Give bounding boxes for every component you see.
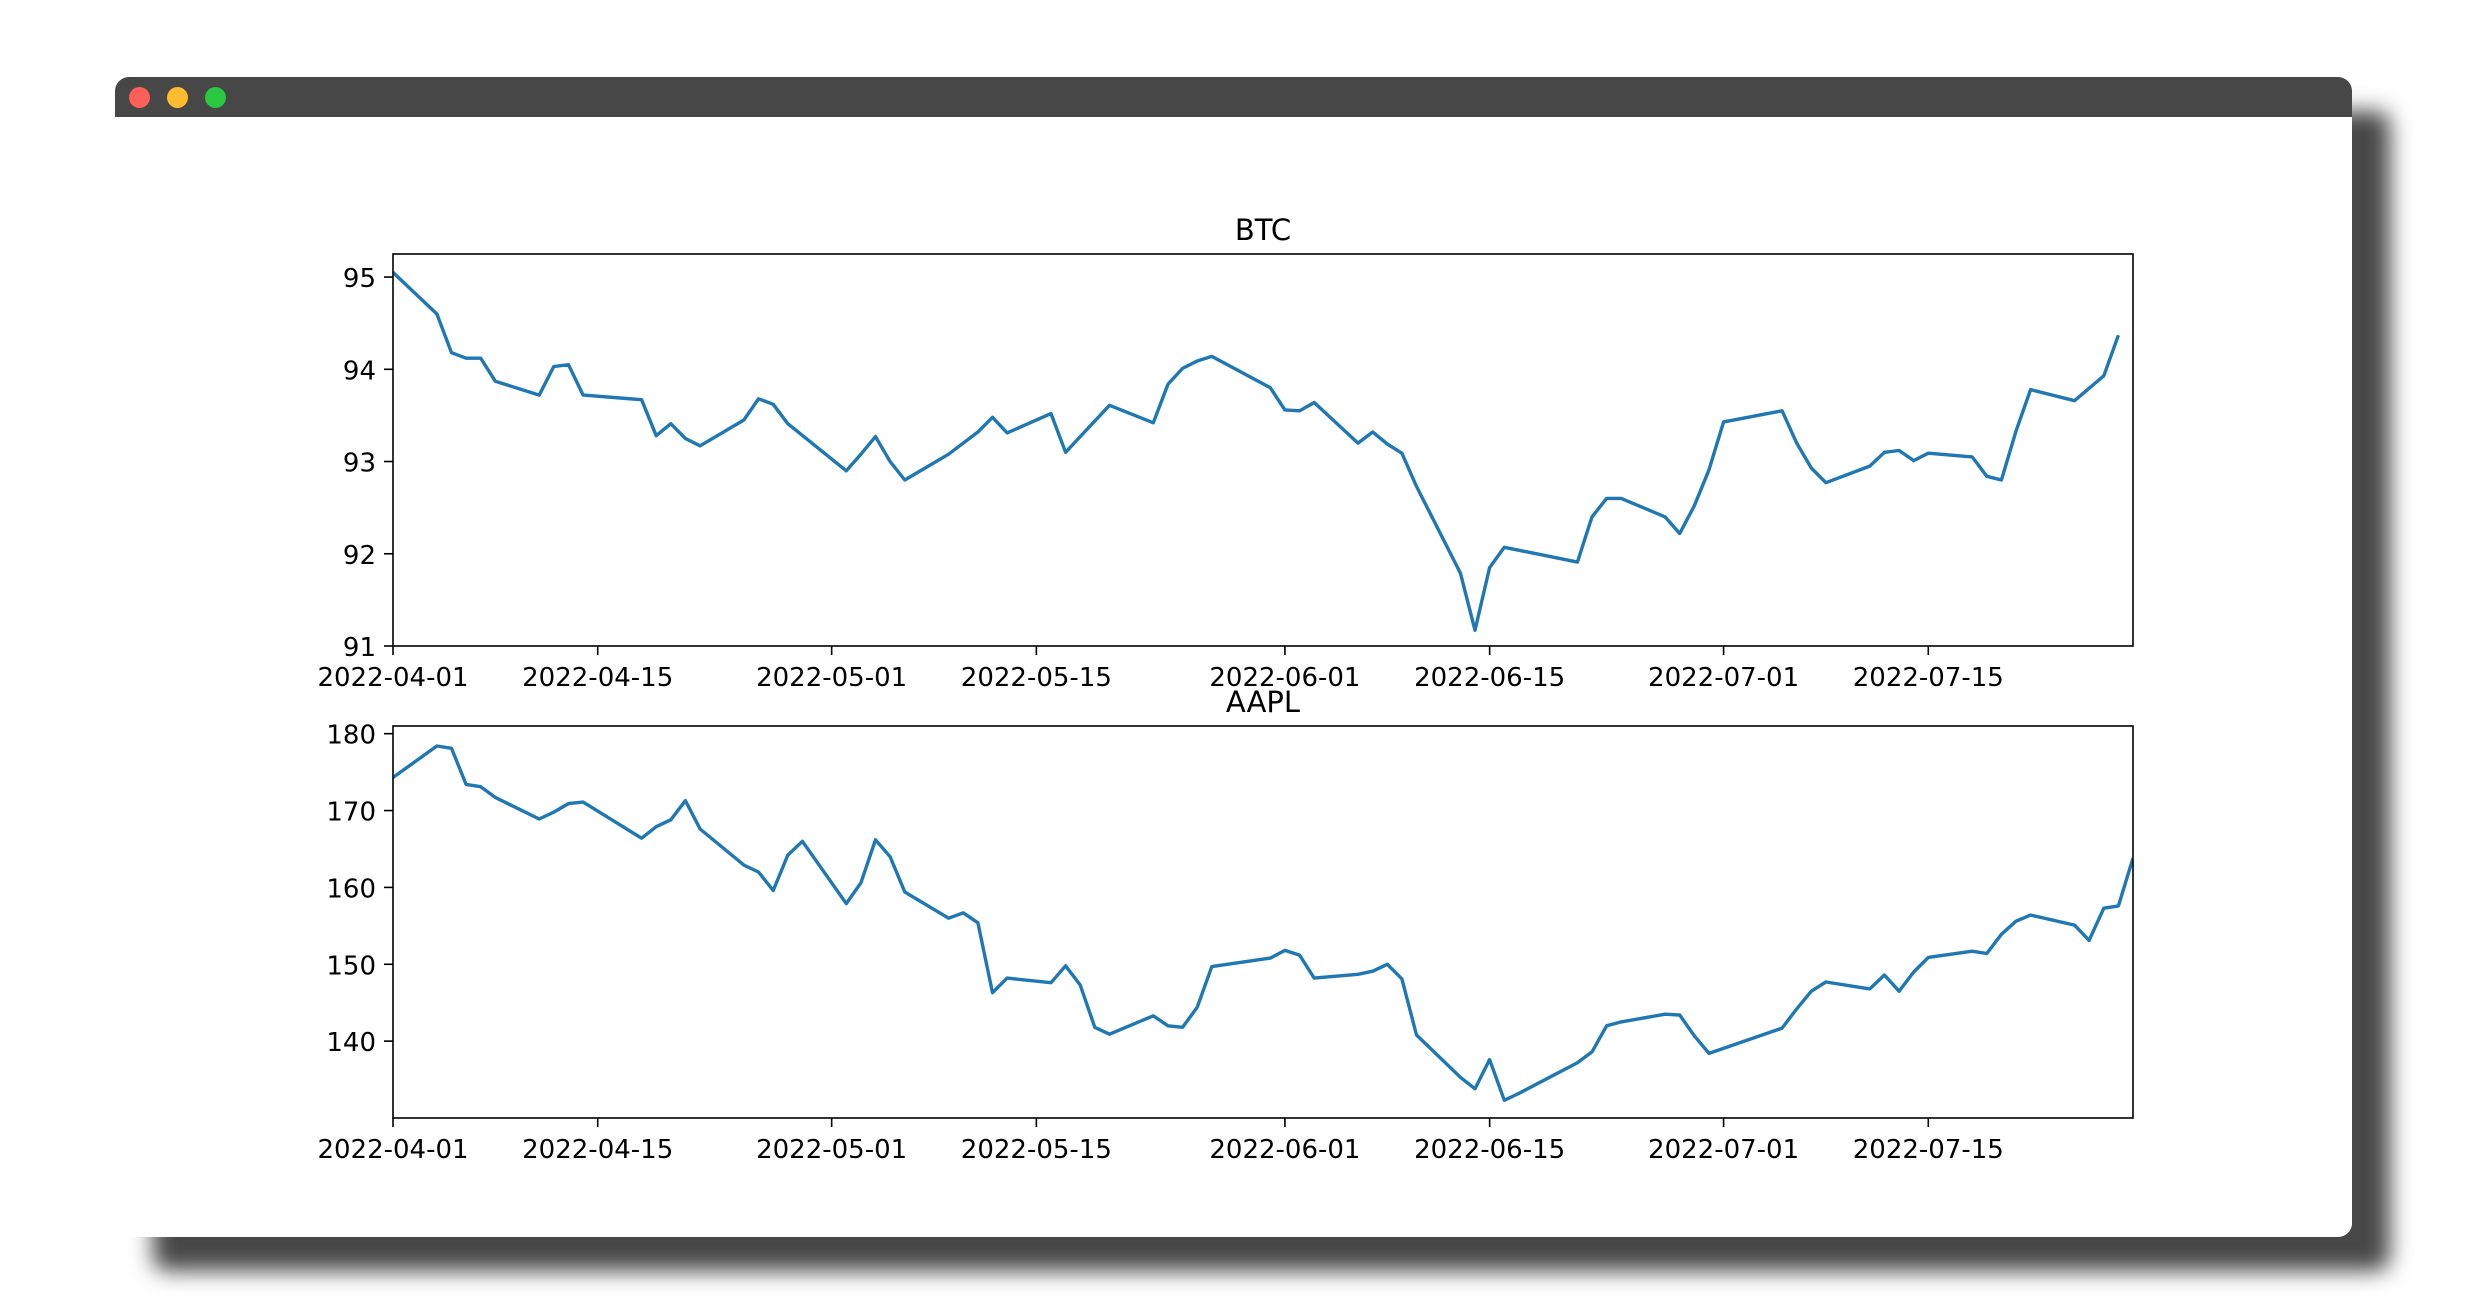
series-line (393, 744, 2133, 1102)
x-tick-label: 2022-04-01 (317, 1135, 468, 1165)
y-tick-label: 94 (343, 356, 376, 386)
x-tick-label: 2022-07-15 (1853, 663, 2004, 693)
x-tick-label: 2022-04-01 (317, 663, 468, 693)
x-tick-label: 2022-05-01 (756, 663, 907, 693)
x-tick-label: 2022-04-15 (522, 663, 673, 693)
x-tick-label: 2022-07-01 (1648, 663, 1799, 693)
close-button[interactable] (129, 87, 150, 108)
x-tick-label: 2022-04-15 (522, 1135, 673, 1165)
chart-title: BTC (1235, 213, 1291, 247)
figure-canvas: BTC 91 92 93 94 95 2022-04-01 2022-04-15 2022-05… (115, 117, 2352, 1237)
y-tick-label: 92 (343, 541, 376, 571)
aapl-chart: AAPL 140 150 160 170 180 2022-04-01 2022-04-15 2… (317, 685, 2134, 1165)
y-tick-label: 140 (326, 1028, 376, 1058)
x-tick-label: 2022-06-01 (1209, 663, 1360, 693)
y-tick-label: 160 (326, 874, 376, 904)
app-window: BTC 91 92 93 94 95 2022-04-01 2022-04-15 2022-05… (115, 77, 2352, 1237)
plot-frame (392, 725, 2134, 1119)
x-tick-label: 2022-05-15 (961, 663, 1112, 693)
zoom-button[interactable] (205, 87, 226, 108)
x-tick-label: 2022-05-15 (961, 1135, 1112, 1165)
x-tick-label: 2022-05-01 (756, 1135, 907, 1165)
btc-chart: BTC 91 92 93 94 95 2022-04-01 2022-04-15 2022-05… (317, 213, 2134, 693)
y-tick-label: 93 (343, 449, 376, 479)
x-tick-label: 2022-07-15 (1853, 1135, 2004, 1165)
x-tick-label: 2022-07-01 (1648, 1135, 1799, 1165)
y-tick-label: 91 (343, 633, 376, 663)
y-tick-label: 170 (326, 798, 376, 828)
plot-frame (392, 253, 2134, 647)
series-line (393, 271, 2120, 632)
y-tick-label: 150 (326, 951, 376, 981)
window-titlebar[interactable] (115, 77, 2352, 117)
x-tick-label: 2022-06-15 (1414, 1135, 1565, 1165)
x-tick-label: 2022-06-15 (1414, 663, 1565, 693)
minimize-button[interactable] (167, 87, 188, 108)
figure-svg: BTC 91 92 93 94 95 2022-04-01 2022-04-15 2022-05… (317, 213, 2134, 1165)
chart-title: AAPL (1226, 685, 1300, 719)
x-tick-label: 2022-06-01 (1209, 1135, 1360, 1165)
y-tick-label: 95 (343, 264, 376, 294)
y-tick-label: 180 (326, 721, 376, 751)
